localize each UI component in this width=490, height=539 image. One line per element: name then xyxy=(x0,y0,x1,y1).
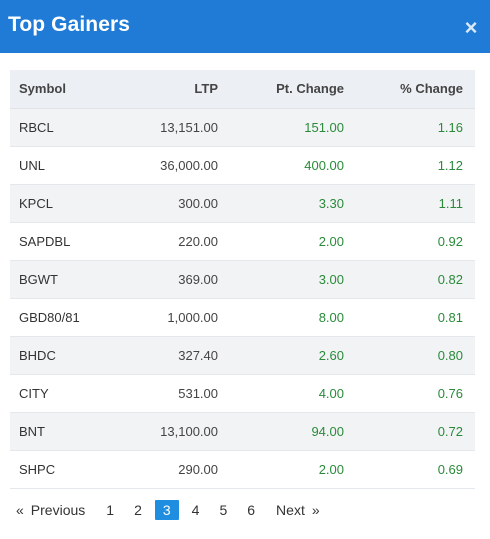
next-arrow-icon[interactable]: » xyxy=(311,502,320,518)
symbol-cell: BHDC xyxy=(19,347,56,363)
pct-change-cell: 0.76 xyxy=(437,385,463,401)
table-row[interactable]: BNT 13,100.00 94.00 0.72 xyxy=(10,412,475,450)
symbol-cell: GBD80/81 xyxy=(19,309,80,325)
pct-change-cell: 0.80 xyxy=(437,347,463,363)
previous-page-link[interactable]: Previous xyxy=(30,502,86,518)
pt-change-cell: 4.00 xyxy=(318,385,344,401)
ltp-cell: 300.00 xyxy=(178,195,218,211)
table-row[interactable]: CITY 531.00 4.00 0.76 xyxy=(10,374,475,412)
table-header-row: Symbol LTP Pt. Change % Change xyxy=(10,70,475,109)
page-3-button[interactable]: 3 xyxy=(154,500,179,520)
ltp-cell: 290.00 xyxy=(178,461,218,477)
modal-header: Top Gainers × xyxy=(0,0,490,53)
symbol-cell: BGWT xyxy=(19,271,58,287)
table-row[interactable]: BGWT 369.00 3.00 0.82 xyxy=(10,260,475,298)
symbol-cell: BNT xyxy=(19,423,45,439)
page-6-button[interactable]: 6 xyxy=(247,502,256,518)
table-row[interactable]: UNL 36,000.00 400.00 1.12 xyxy=(10,146,475,184)
column-header-ltp[interactable]: LTP xyxy=(140,70,230,109)
pt-change-cell: 94.00 xyxy=(311,423,344,439)
table-body: RBCL 13,151.00 151.00 1.16 UNL 36,000.00 400.0… xyxy=(10,108,475,488)
previous-arrow-icon[interactable]: « xyxy=(16,502,24,518)
ltp-cell: 13,100.00 xyxy=(160,423,218,439)
table-row[interactable]: KPCL 300.00 3.30 1.11 xyxy=(10,184,475,222)
page-2-button[interactable]: 2 xyxy=(134,502,142,518)
ltp-cell: 327.40 xyxy=(178,347,218,363)
pct-change-cell: 0.69 xyxy=(437,461,463,477)
pt-change-cell: 2.60 xyxy=(318,347,344,363)
symbol-cell: SAPDBL xyxy=(19,233,71,249)
pct-change-cell: 1.16 xyxy=(437,119,463,135)
gainers-table-container: Symbol LTP Pt. Change % Change RBCL 13,15… xyxy=(10,70,475,489)
symbol-cell: UNL xyxy=(19,157,46,173)
next-page-link[interactable]: Next xyxy=(276,502,305,518)
symbol-cell: KPCL xyxy=(19,195,53,211)
ltp-cell: 220.00 xyxy=(178,233,218,249)
pt-change-cell: 8.00 xyxy=(318,309,344,325)
column-header-symbol[interactable]: Symbol xyxy=(10,70,140,109)
pt-change-cell: 2.00 xyxy=(318,461,344,477)
table-row[interactable]: SHPC 290.00 2.00 0.69 xyxy=(10,450,475,488)
modal-title: Top Gainers xyxy=(8,12,131,36)
pt-change-cell: 151.00 xyxy=(304,119,344,135)
table-row[interactable]: GBD80/81 1,000.00 8.00 0.81 xyxy=(10,298,475,336)
pt-change-cell: 2.00 xyxy=(318,233,344,249)
pct-change-cell: 1.12 xyxy=(437,157,463,173)
close-icon[interactable]: × xyxy=(464,14,478,40)
column-header-pct-change[interactable]: % Change xyxy=(356,70,475,109)
table-row[interactable]: BHDC 327.40 2.60 0.80 xyxy=(10,336,475,374)
ltp-cell: 1,000.00 xyxy=(167,309,218,325)
gainers-table: Symbol LTP Pt. Change % Change RBCL 13,15… xyxy=(10,70,475,489)
ltp-cell: 531.00 xyxy=(178,385,218,401)
page-5-button[interactable]: 5 xyxy=(219,502,228,518)
pt-change-cell: 3.00 xyxy=(318,271,344,287)
table-row[interactable]: RBCL 13,151.00 151.00 1.16 xyxy=(10,108,475,146)
pt-change-cell: 3.30 xyxy=(318,195,344,211)
ltp-cell: 369.00 xyxy=(178,271,218,287)
column-header-pt-change[interactable]: Pt. Change xyxy=(230,70,356,109)
pct-change-cell: 0.72 xyxy=(437,423,463,439)
pct-change-cell: 0.82 xyxy=(437,271,463,287)
pct-change-cell: 0.92 xyxy=(437,233,463,249)
page-4-button[interactable]: 4 xyxy=(191,502,200,518)
symbol-cell: RBCL xyxy=(19,119,54,135)
page-1-button[interactable]: 1 xyxy=(106,502,115,518)
pct-change-cell: 0.81 xyxy=(437,309,463,325)
pct-change-cell: 1.11 xyxy=(438,195,463,211)
table-row[interactable]: SAPDBL 220.00 2.00 0.92 xyxy=(10,222,475,260)
ltp-cell: 36,000.00 xyxy=(160,157,218,173)
pt-change-cell: 400.00 xyxy=(304,157,344,173)
symbol-cell: CITY xyxy=(19,385,49,401)
symbol-cell: SHPC xyxy=(19,461,56,477)
ltp-cell: 13,151.00 xyxy=(160,119,218,135)
